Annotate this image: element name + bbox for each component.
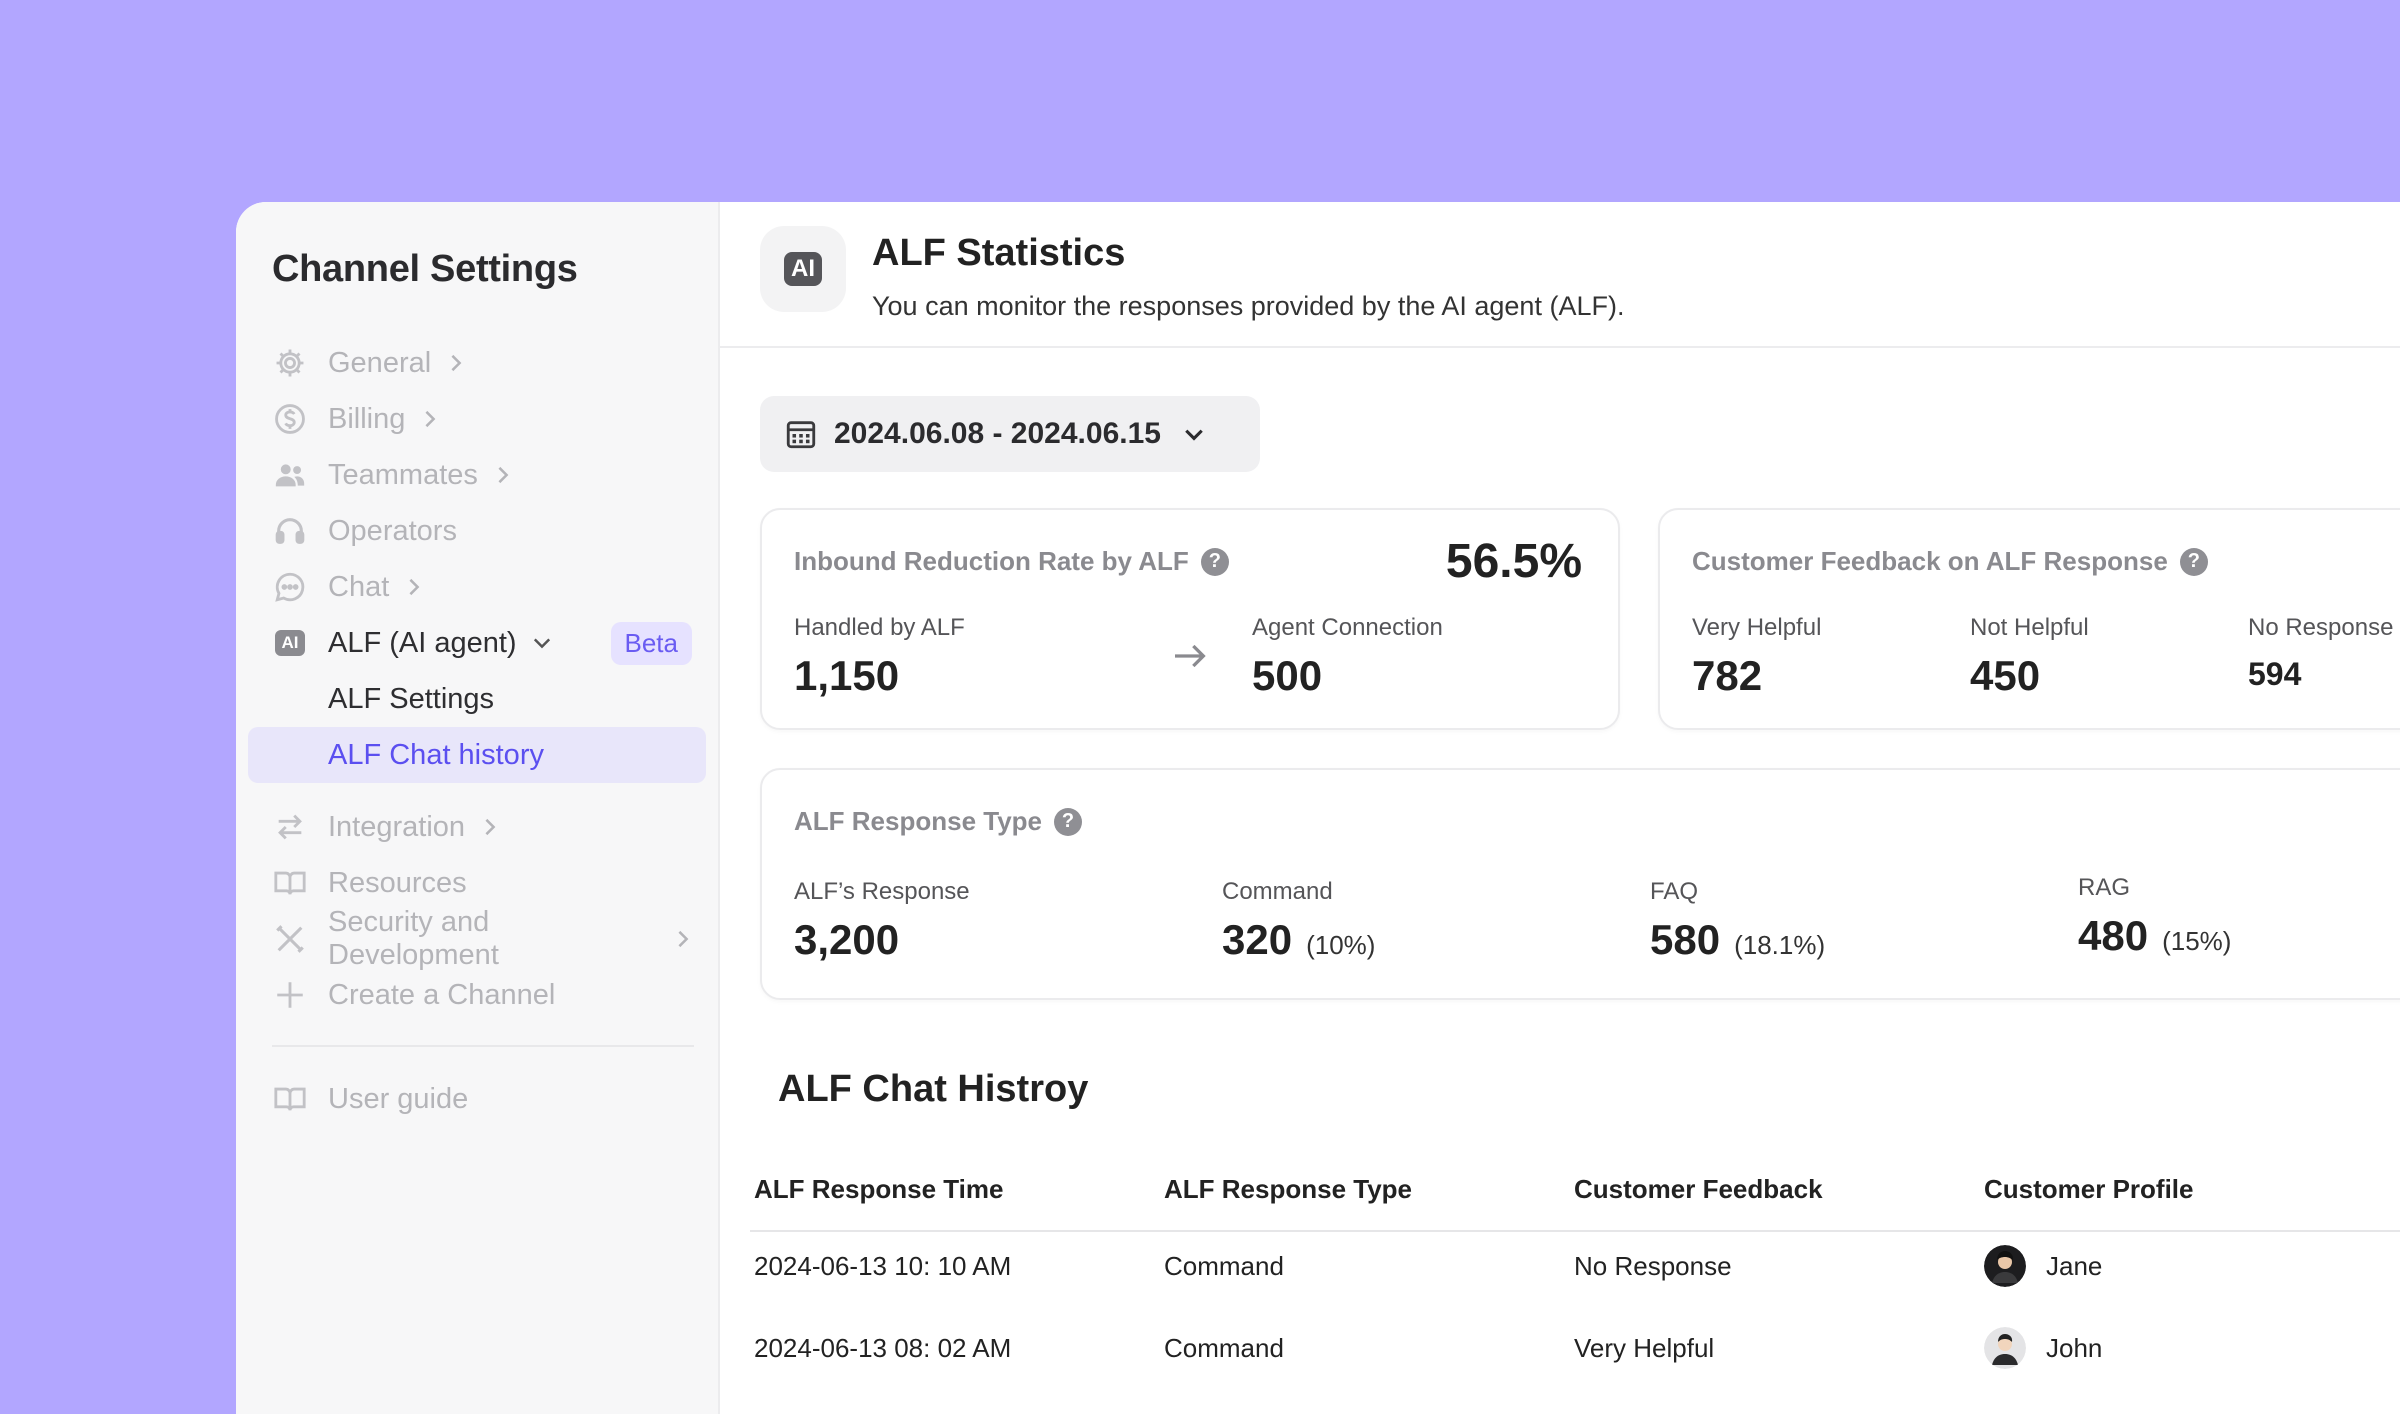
ai-icon: AI [760,226,846,312]
faq-metric: FAQ 580 (18.1%) [1650,878,1826,963]
chevron-right-icon [405,578,423,596]
column-header[interactable]: Customer Feedback [1574,1174,1823,1204]
response-type-card: ALF Response Type ? ALF’s Response 3,200… [760,768,2400,1000]
sidebar-item-billing[interactable]: Billing [248,391,706,447]
chevron-right-icon [674,930,692,948]
card-title: Inbound Reduction Rate by ALF [794,546,1189,576]
sidebar-item-label: Integration [328,810,466,843]
card-title: Customer Feedback on ALF Response [1692,546,2168,576]
sidebar: Channel Settings General Billing Teammat… [236,202,720,1414]
sidebar-item-label: Resources [328,866,467,899]
arrow-right-icon [1175,644,1206,668]
chevron-right-icon [494,466,512,484]
column-header[interactable]: ALF Response Time [754,1174,1004,1204]
avatar [1984,1245,2026,1287]
book-icon [272,865,308,901]
sidebar-item-integration[interactable]: Integration [248,799,706,855]
ai-icon: AI [272,625,308,661]
beta-badge: Beta [610,621,692,665]
sidebar-item-label: Chat [328,570,390,603]
table-row[interactable]: 2024-06-13 10: 10 AM Command No Response… [750,1245,2400,1326]
date-range-value: 2024.06.08 - 2024.06.15 [834,417,1161,450]
not-helpful-metric: Not Helpful 450 [1970,614,2089,699]
customer-profile: Jane [1984,1245,2102,1287]
sidebar-item-label: Billing [328,402,406,435]
rag-metric: RAG 480 (15%) [2078,874,2232,959]
sidebar-item-resources[interactable]: Resources [248,855,706,911]
chevron-down-icon [1185,429,1203,441]
sidebar-subitem-alf-chat-history[interactable]: ALF Chat history [248,727,706,783]
chevron-right-icon [421,410,439,428]
table-header: ALF Response Time ALF Response Type Cust… [750,1174,2400,1232]
page-subtitle: You can monitor the responses provided b… [872,291,1625,321]
gear-icon [272,345,308,381]
agent-connection-metric: Agent Connection 500 [1252,614,1443,699]
date-range-picker[interactable]: 2024.06.08 - 2024.06.15 [760,396,1260,472]
tools-icon [272,921,308,957]
customer-profile: John [1984,1327,2102,1369]
sidebar-item-label: Create a Channel [328,978,556,1011]
sidebar-item-operators[interactable]: Operators [248,503,706,559]
sidebar-item-label: ALF (AI agent) [328,626,517,659]
avatar [1984,1327,2026,1369]
page-header: AI ALF Statistics You can monitor the re… [720,202,2400,348]
command-metric: Command 320 (10%) [1222,878,1376,963]
sidebar-item-chat[interactable]: Chat [248,559,706,615]
sidebar-title: Channel Settings [272,248,578,290]
chat-icon [272,569,308,605]
help-icon[interactable]: ? [1054,807,1083,836]
handled-by-alf-metric: Handled by ALF 1,150 [794,614,965,699]
plus-icon [272,977,308,1013]
column-header[interactable]: ALF Response Type [1164,1174,1413,1204]
sidebar-item-user-guide[interactable]: User guide [248,1071,706,1127]
sidebar-item-label: Security and Development [328,906,499,971]
sidebar-item-label: Operators [328,514,457,547]
sidebar-item-alf[interactable]: AI ALF (AI agent) Beta [248,615,706,671]
help-icon[interactable]: ? [2179,547,2208,576]
sidebar-item-label: Teammates [328,458,478,491]
page-title: ALF Statistics [872,232,1126,274]
reduction-rate-value: 56.5% [1445,535,1582,588]
sidebar-subitem-alf-settings[interactable]: ALF Settings [328,682,495,715]
book-icon [272,1081,308,1117]
very-helpful-metric: Very Helpful 782 [1692,614,1822,699]
table-row[interactable]: 2024-06-13 08: 02 AM Command Very Helpfu… [750,1327,2400,1408]
sidebar-item-general[interactable]: General [248,335,706,391]
sidebar-divider [272,1045,694,1047]
sidebar-item-create-channel[interactable]: Create a Channel [248,967,706,1023]
main-panel: AI ALF Statistics You can monitor the re… [720,202,2400,1414]
customer-feedback-card: Customer Feedback on ALF Response ? Very… [1658,508,2400,730]
calendar-icon [786,421,816,449]
sidebar-item-teammates[interactable]: Teammates [248,447,706,503]
chevron-right-icon [481,818,499,836]
settings-window: Channel Settings General Billing Teammat… [236,202,2400,1414]
inbound-reduction-card: Inbound Reduction Rate by ALF ? 56.5% Ha… [760,508,1620,730]
column-header[interactable]: Customer Profile [1984,1174,2194,1204]
dollar-icon [272,401,308,437]
alf-response-metric: ALF’s Response 3,200 [794,878,970,963]
sidebar-item-label: User guide [328,1082,469,1115]
sidebar-item-security[interactable]: Security and Development [248,906,706,971]
swap-arrows-icon [272,809,308,845]
people-icon [272,457,308,493]
card-title: ALF Response Type [794,806,1043,836]
headset-icon [272,513,308,549]
sidebar-item-label: General [328,346,432,379]
chevron-right-icon [447,354,465,372]
help-icon[interactable]: ? [1200,547,1229,576]
no-response-metric: No Response 594 [2248,614,2394,692]
chat-history-title: ALF Chat Histroy [778,1068,1089,1110]
chevron-down-icon [533,634,551,652]
